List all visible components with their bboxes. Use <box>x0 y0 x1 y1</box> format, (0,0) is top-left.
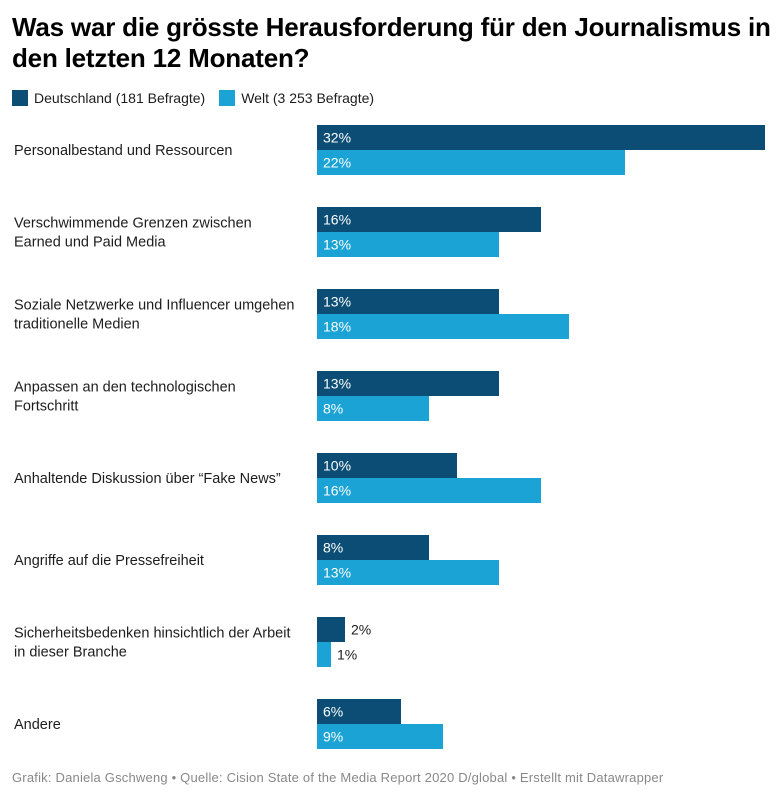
bar-deutschland <box>317 535 429 560</box>
category-label-line: Angriffe auf die Pressefreiheit <box>14 553 204 569</box>
category-label-line: Soziale Netzwerke und Influencer umgehen <box>14 298 295 314</box>
data-label-welt: 18% <box>323 319 351 335</box>
data-label-deutschland: 32% <box>323 130 351 146</box>
data-label-welt: 9% <box>323 729 343 745</box>
bar-deutschland <box>317 699 401 724</box>
bar-deutschland <box>317 125 765 150</box>
category-label: Personalbestand und Ressourcen <box>14 143 232 159</box>
data-label-deutschland: 8% <box>323 540 343 556</box>
category-label: Anpassen an den technologischen Fortschri… <box>14 380 236 415</box>
bar-welt <box>317 642 331 667</box>
bar-welt <box>317 724 443 749</box>
legend-label-deutschland: Deutschland (181 Befragte) <box>34 90 206 106</box>
category-label-line: Andere <box>14 717 61 733</box>
bar-welt <box>317 396 429 421</box>
category-label-line: Personalbestand und Ressourcen <box>14 143 232 159</box>
bar-deutschland <box>317 207 541 232</box>
category-label: Verschwimmende Grenzen zwischen Earned un… <box>14 216 252 251</box>
bar-welt <box>317 232 499 257</box>
data-label-deutschland: 13% <box>323 294 351 310</box>
data-label-welt: 13% <box>323 237 351 253</box>
legend-label-welt: Welt (3 253 Befragte) <box>241 90 375 106</box>
data-label-deutschland: 16% <box>323 212 351 228</box>
bar-deutschland <box>317 371 499 396</box>
bar-welt <box>317 478 541 503</box>
bar-welt <box>317 150 625 175</box>
category-label-line: Anpassen an den technologischen <box>14 380 236 396</box>
category-label-line: Anhaltende Diskussion über “Fake News” <box>14 471 281 487</box>
data-label-welt: 13% <box>323 565 351 581</box>
data-label-deutschland: 13% <box>323 376 351 392</box>
bar-welt <box>317 314 569 339</box>
category-label-line: in dieser Branche <box>14 645 127 661</box>
legend-swatch-welt <box>219 90 236 106</box>
legend: Deutschland (181 Befragte) Welt (3 253 B… <box>12 90 388 106</box>
chart-title: Was war die grösste Herausforderung für … <box>12 12 771 73</box>
legend-item-welt: Welt (3 253 Befragte) <box>219 90 374 106</box>
data-label-welt: 16% <box>323 483 351 499</box>
legend-item-deutschland: Deutschland (181 Befragte) <box>12 90 205 106</box>
data-label-welt: 22% <box>323 155 351 171</box>
category-label: Anhaltende Diskussion über “Fake News” <box>14 471 281 487</box>
category-label-line: Fortschritt <box>14 399 78 415</box>
footer-credits: Grafik: Daniela Gschweng • Quelle: Cisio… <box>12 770 664 785</box>
bar-chart: Personalbestand und Ressourcen 32% 22% Vers… <box>14 125 765 749</box>
category-label-line: Sicherheitsbedenken hinsichtlich der Arb… <box>14 626 290 642</box>
category-label: Sicherheitsbedenken hinsichtlich der Arb… <box>14 626 290 661</box>
category-label-line: Earned und Paid Media <box>14 235 166 251</box>
data-label-deutschland: 6% <box>323 704 343 720</box>
category-label-line: Verschwimmende Grenzen zwischen <box>14 216 252 232</box>
legend-swatch-deutschland <box>12 90 28 106</box>
category-label: Andere <box>14 717 61 733</box>
bar-welt <box>317 560 499 585</box>
data-label-welt: 1% <box>337 647 357 663</box>
category-label: Soziale Netzwerke und Influencer umgehen… <box>14 298 295 333</box>
category-label-line: traditionelle Medien <box>14 317 140 333</box>
data-label-deutschland: 10% <box>323 458 351 474</box>
bar-deutschland <box>317 289 499 314</box>
data-label-deutschland: 2% <box>351 622 371 638</box>
bar-deutschland <box>317 453 457 478</box>
bar-deutschland <box>317 617 345 642</box>
data-label-welt: 8% <box>323 401 343 417</box>
category-label: Angriffe auf die Pressefreiheit <box>14 553 204 569</box>
